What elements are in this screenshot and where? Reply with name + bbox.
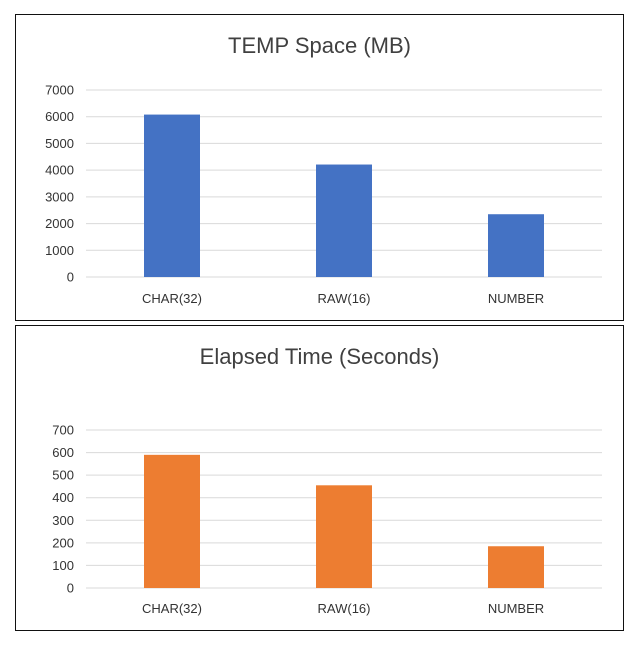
y-tick-label: 3000 <box>45 189 74 204</box>
chart-title: TEMP Space (MB) <box>228 33 411 58</box>
bar <box>316 164 372 277</box>
temp-space-plot: 0 1000 2000 3000 4000 5000 6000 7000 CHAR(32) RAW… <box>45 83 602 306</box>
y-tick-label: 200 <box>52 535 74 550</box>
bar <box>144 454 200 588</box>
x-tick-label: NUMBER <box>488 291 544 306</box>
bar <box>488 214 544 277</box>
y-tick-label: 5000 <box>45 136 74 151</box>
x-tick-label: NUMBER <box>488 601 544 616</box>
y-tick-label: 2000 <box>45 216 74 231</box>
y-tick-label: 400 <box>52 490 74 505</box>
x-tick-label: CHAR(32) <box>142 601 202 616</box>
y-tick-label: 0 <box>67 270 74 285</box>
elapsed-time-chart-panel: Elapsed Time (Seconds) 0 100 200 300 400 500 6… <box>15 325 624 631</box>
temp-space-chart-panel: TEMP Space (MB) 0 1000 2000 3000 4000 5000 600… <box>15 14 624 321</box>
x-tick-label: RAW(16) <box>318 291 371 306</box>
bar <box>316 485 372 588</box>
y-tick-label: 6000 <box>45 109 74 124</box>
bar <box>144 114 200 277</box>
y-tick-label: 4000 <box>45 163 74 178</box>
y-tick-label: 0 <box>67 581 74 596</box>
elapsed-time-plot: 0 100 200 300 400 500 600 700 CHAR(32) RAW(16) NUM… <box>52 423 602 616</box>
x-tick-label: CHAR(32) <box>142 291 202 306</box>
bar <box>488 546 544 588</box>
chart-title: Elapsed Time (Seconds) <box>199 344 440 369</box>
y-tick-label: 7000 <box>45 83 74 98</box>
y-tick-label: 600 <box>52 445 74 460</box>
y-tick-label: 100 <box>52 558 74 573</box>
y-tick-label: 300 <box>52 513 74 528</box>
y-tick-label: 1000 <box>45 243 74 258</box>
y-tick-label: 700 <box>52 423 74 438</box>
x-tick-label: RAW(16) <box>318 601 371 616</box>
y-tick-label: 500 <box>52 468 74 483</box>
